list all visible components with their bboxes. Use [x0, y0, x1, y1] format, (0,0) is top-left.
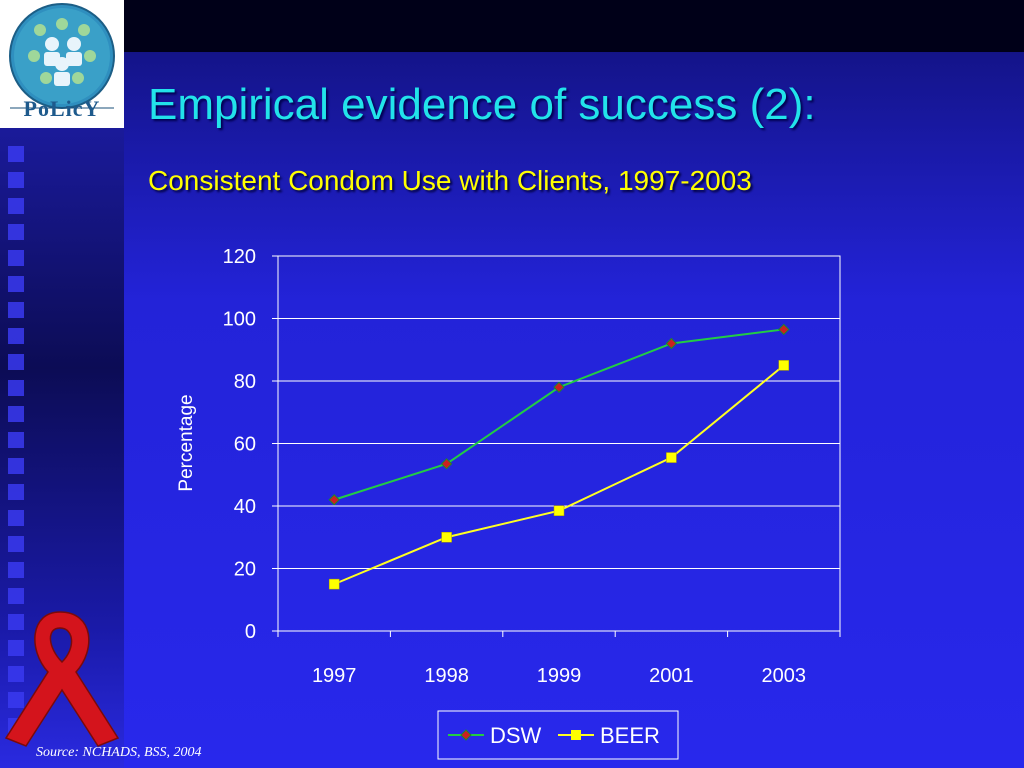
decor-square — [8, 146, 24, 162]
decor-square — [8, 328, 24, 344]
source-note: Source: NCHADS, BSS, 2004 — [36, 745, 202, 760]
data-point-dsw — [440, 458, 453, 470]
data-point-beer — [553, 505, 565, 516]
x-tick-label: 1997 — [312, 665, 357, 687]
decor-square — [8, 250, 24, 266]
decor-square — [8, 198, 24, 214]
data-point-beer — [441, 532, 452, 543]
x-tick-label: 2003 — [762, 665, 807, 687]
policy-logo: PoLicY — [0, 0, 124, 128]
red-ribbon-icon — [4, 611, 120, 747]
legend-marker-dsw — [460, 729, 472, 741]
decor-square — [8, 562, 24, 578]
left-square-column — [8, 146, 24, 744]
decor-square — [8, 640, 24, 656]
decor-square — [8, 536, 24, 552]
data-point-dsw — [328, 494, 340, 506]
y-tick-label: 60 — [234, 434, 256, 456]
decor-square — [8, 692, 24, 708]
legend-label-dsw: DSW — [490, 723, 542, 748]
decor-square — [8, 432, 24, 448]
slide-title: Empirical evidence of success (2): — [148, 80, 816, 129]
decor-square — [8, 302, 24, 318]
legend-label-beer: BEER — [600, 723, 660, 748]
decor-square — [8, 588, 24, 604]
decor-square — [8, 458, 24, 474]
decor-square — [8, 224, 24, 240]
data-point-dsw — [665, 337, 678, 350]
legend-box — [437, 710, 679, 760]
y-tick-label: 40 — [234, 496, 256, 518]
x-tick-label: 1999 — [537, 665, 582, 687]
data-point-dsw — [778, 323, 790, 336]
decor-square — [8, 484, 24, 500]
data-point-dsw — [553, 381, 565, 393]
data-point-beer — [666, 452, 677, 463]
top-bar — [124, 0, 1024, 52]
data-point-beer — [328, 578, 340, 590]
logo-text: PoLicY — [23, 96, 101, 121]
data-point-beer — [778, 360, 790, 371]
decor-square — [8, 510, 24, 526]
decor-square — [8, 666, 24, 682]
y-tick-label: 100 — [223, 309, 256, 331]
y-tick-label: 120 — [223, 246, 256, 268]
decor-square — [8, 354, 24, 370]
y-tick-label: 20 — [234, 559, 256, 581]
y-tick-label: 80 — [234, 371, 256, 393]
decor-square — [8, 614, 24, 630]
x-tick-label: 1998 — [424, 665, 469, 687]
x-tick-label: 2001 — [649, 665, 694, 687]
legend-marker-beer — [571, 730, 581, 740]
y-tick-label: 0 — [245, 621, 256, 643]
decor-square — [8, 380, 24, 396]
decor-square — [8, 172, 24, 188]
series-line-dsw — [333, 328, 784, 501]
decor-square — [8, 406, 24, 422]
decor-square — [8, 276, 24, 292]
series-line-beer — [333, 364, 785, 586]
slide-subtitle: Consistent Condom Use with Clients, 1997… — [148, 165, 752, 196]
y-axis-label: Percentage — [176, 394, 197, 491]
